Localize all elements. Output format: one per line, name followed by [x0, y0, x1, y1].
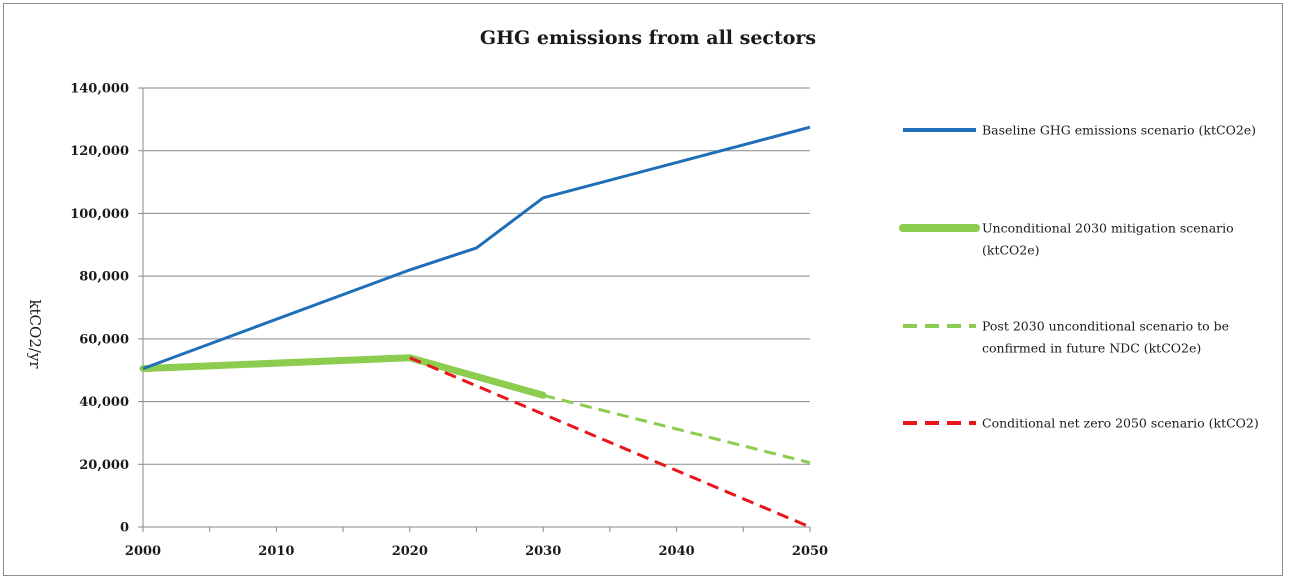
x-tick-label: 2030	[525, 544, 561, 559]
gridlines	[143, 87, 810, 465]
y-tick-label: 40,000	[79, 395, 129, 410]
x-axis-ticks: 2000 2010 2020 2030 2040 2050	[125, 527, 828, 559]
series-line-3	[542, 393, 811, 465]
legend-label-3: confirmed in future NDC (ktCO2e)	[982, 341, 1201, 356]
legend-label-2: Unconditional 2030 mitigation scenario	[982, 221, 1234, 236]
y-tick-label: 120,000	[70, 144, 129, 159]
y-tick-label: 60,000	[79, 332, 129, 347]
y-tick-label: 140,000	[70, 82, 129, 97]
y-tick-label: 100,000	[70, 207, 129, 222]
y-tick-label: 20,000	[79, 458, 129, 473]
series-line-4	[409, 356, 811, 529]
x-tick-label: 2000	[125, 544, 161, 559]
legend: Baseline GHG emissions scenario (ktCO2e)…	[899, 123, 1259, 431]
x-tick-label: 2050	[792, 544, 828, 559]
series-lines	[139, 125, 811, 529]
legend-label-3: Post 2030 unconditional scenario to be	[982, 319, 1229, 334]
x-tick-label: 2010	[258, 544, 294, 559]
legend-label-2: (ktCO2e)	[982, 243, 1040, 258]
legend-label-4: Conditional net zero 2050 scenario (ktCO…	[982, 416, 1259, 431]
series-line-1	[142, 125, 811, 371]
y-tick-label: 80,000	[79, 270, 129, 285]
line-chart: GHG emissions from all sectors 0 20,000 40…	[26, 27, 1259, 559]
chart-title: GHG emissions from all sectors	[480, 27, 816, 49]
x-tick-label: 2040	[659, 544, 695, 559]
legend-label-1: Baseline GHG emissions scenario (ktCO2e)	[982, 123, 1256, 138]
chart-frame: GHG emissions from all sectors 0 20,000 40…	[3, 3, 1283, 576]
y-tick-label: 0	[120, 521, 129, 536]
y-axis-ticks: 0 20,000 40,000 60,000 80,000 100,000 120,000 1…	[70, 82, 143, 536]
y-axis-label: ktCO2/yr	[26, 299, 44, 369]
x-tick-label: 2020	[392, 544, 428, 559]
